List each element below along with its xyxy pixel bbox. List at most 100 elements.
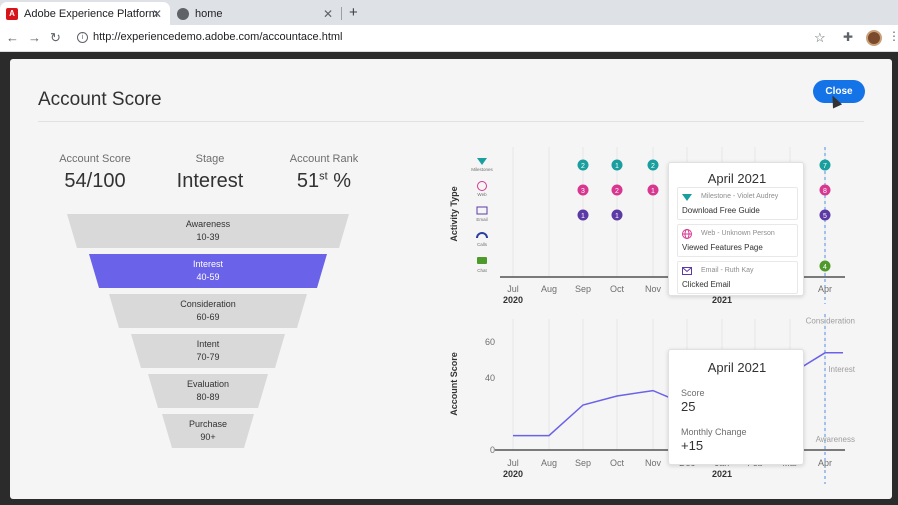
x-tick-label: Oct: [610, 284, 625, 294]
y-axis-label: Activity Type: [449, 186, 459, 241]
profile-avatar[interactable]: [866, 30, 882, 46]
tab-home[interactable]: home ✕: [171, 2, 341, 25]
funnel-stage-purchase: Purchase 90+: [162, 414, 254, 448]
x-tick-label: Jul: [507, 458, 519, 468]
funnel-stage-name: Purchase: [188, 419, 228, 429]
menu-icon[interactable]: ⋮: [888, 29, 898, 43]
funnel-stage-evaluation: Evaluation 80-89: [148, 374, 268, 408]
kpi-value: Interest: [176, 170, 244, 192]
tooltip-title: April 2021: [707, 171, 767, 186]
extensions-icon[interactable]: ✚: [843, 30, 854, 44]
activity-dot-count: 2: [651, 163, 655, 170]
funnel-stage-name: Consideration: [180, 299, 236, 309]
new-tab-icon[interactable]: +: [349, 4, 358, 21]
kpi-label: Stage: [195, 153, 225, 165]
funnel-stage-consideration: Consideration 60-69: [109, 294, 307, 328]
browser-tab-bar: A Adobe Experience Platform ✕ home ✕ +: [0, 0, 898, 25]
activity-desc: Clicked Email: [682, 280, 731, 289]
category-label: Chat: [477, 268, 487, 273]
web-icon: [477, 181, 487, 191]
close-button[interactable]: Close: [813, 80, 865, 103]
activity-dot: [611, 184, 623, 196]
funnel-stage-name: Intent: [196, 339, 220, 349]
y-tick-label: 40: [485, 373, 495, 383]
activity-dot: [819, 260, 831, 272]
x-tick-label: Oct: [610, 458, 625, 468]
funnel-stage-range: 10-39: [196, 232, 220, 242]
x-tick-label: Sep: [575, 284, 591, 294]
tab-title: home: [195, 7, 223, 20]
activity-dot-count: 1: [651, 188, 655, 195]
category-label: Web: [477, 192, 487, 197]
kpi-stage: Stage Interest: [170, 153, 250, 193]
web-icon: [682, 229, 692, 239]
x-tick-label: Jul: [507, 284, 519, 294]
close-tab-icon[interactable]: ✕: [151, 6, 162, 21]
email-icon: [682, 267, 692, 275]
score-value: 25: [681, 399, 696, 414]
activity-dot: [819, 209, 831, 221]
year-label: 2020: [503, 295, 523, 304]
back-icon[interactable]: ←: [6, 30, 19, 45]
url-field[interactable]: http://experiencedemo.adobe.com/accounta…: [93, 31, 343, 43]
monthly-change-value: +15: [681, 438, 704, 453]
account-score-modal: Account Score Close Account Score 54/100…: [10, 59, 892, 499]
year-label: 2021: [712, 469, 732, 479]
adobe-logo-icon: A: [6, 7, 18, 20]
bookmark-star-icon[interactable]: ☆: [814, 30, 826, 45]
activity-desc: Download Free Guide: [682, 206, 760, 215]
kpi-label: Account Score: [59, 153, 131, 165]
activity-item: Web - Unknown Person Viewed Features Pag…: [677, 224, 798, 257]
tab-adobe-experience-platform[interactable]: A Adobe Experience Platform ✕: [0, 2, 170, 25]
tooltip-title: April 2021: [707, 360, 767, 375]
activity-dot: [819, 159, 831, 171]
x-tick-label: Sep: [575, 458, 591, 468]
activity-desc: Viewed Features Page: [682, 243, 763, 252]
email-icon: [476, 206, 488, 215]
modal-title: Account Score: [38, 89, 162, 110]
category-label: Milestones: [471, 167, 493, 172]
activity-dot-count: 2: [581, 163, 585, 170]
activity-dot: [577, 184, 589, 196]
x-tick-label: Aug: [541, 284, 557, 294]
funnel-stage-name: Awareness: [185, 219, 231, 229]
activity-dot: [611, 159, 623, 171]
close-tab-icon[interactable]: ✕: [322, 6, 333, 21]
funnel-stage-name: Interest: [192, 259, 223, 269]
activity-dot-count: 1: [615, 163, 619, 170]
site-info-icon[interactable]: i: [77, 32, 88, 43]
score-tooltip: April 2021 Score 25 Monthly Change +15: [668, 349, 804, 465]
year-label: 2020: [503, 469, 523, 479]
activity-dot-count: 3: [581, 188, 585, 195]
threshold-label: Consideration: [806, 316, 855, 325]
activity-dot: [577, 159, 589, 171]
y-tick-label: 60: [485, 337, 495, 347]
funnel-stage-range: 60-69: [196, 312, 220, 322]
activity-type: Email - Ruth Kay: [701, 267, 754, 274]
funnel-stage-name: Evaluation: [186, 379, 230, 389]
reload-icon[interactable]: ↻: [50, 30, 61, 45]
activity-tooltip: April 2021 Milestone - Violet Audrey Dow…: [668, 162, 804, 296]
x-tick-label: Nov: [645, 458, 662, 468]
category-label: Email: [476, 217, 487, 222]
activity-type: Web - Unknown Person: [701, 230, 775, 237]
kpi-label: Account Rank: [289, 153, 359, 165]
x-tick-label: Apr: [818, 284, 832, 294]
chat-icon: [477, 257, 487, 264]
activity-type: Milestone - Violet Audrey: [701, 193, 779, 200]
activity-dot-count: 4: [823, 264, 827, 271]
x-tick-label: Aug: [541, 458, 557, 468]
kpi-value: 51st %: [296, 170, 352, 192]
funnel-stage-range: 40-59: [196, 272, 220, 282]
activity-dot-count: 5: [823, 213, 827, 220]
kpi-account-score: Account Score 54/100: [55, 153, 135, 193]
x-tick-label: Nov: [645, 284, 662, 294]
account-score-chart: 0 40 60 Account Score Consideration Interest A…: [449, 314, 856, 484]
kpi-account-rank: Account Rank 51st %: [282, 153, 366, 193]
funnel-stage-range: 70-79: [196, 352, 220, 362]
activity-dot: [611, 209, 623, 221]
funnel-stage-intent: Intent 70-79: [131, 334, 285, 368]
address-bar: ← → ↻ i http://experiencedemo.adobe.com/…: [0, 25, 898, 52]
forward-icon[interactable]: →: [28, 30, 41, 45]
year-label: 2021: [712, 295, 732, 304]
